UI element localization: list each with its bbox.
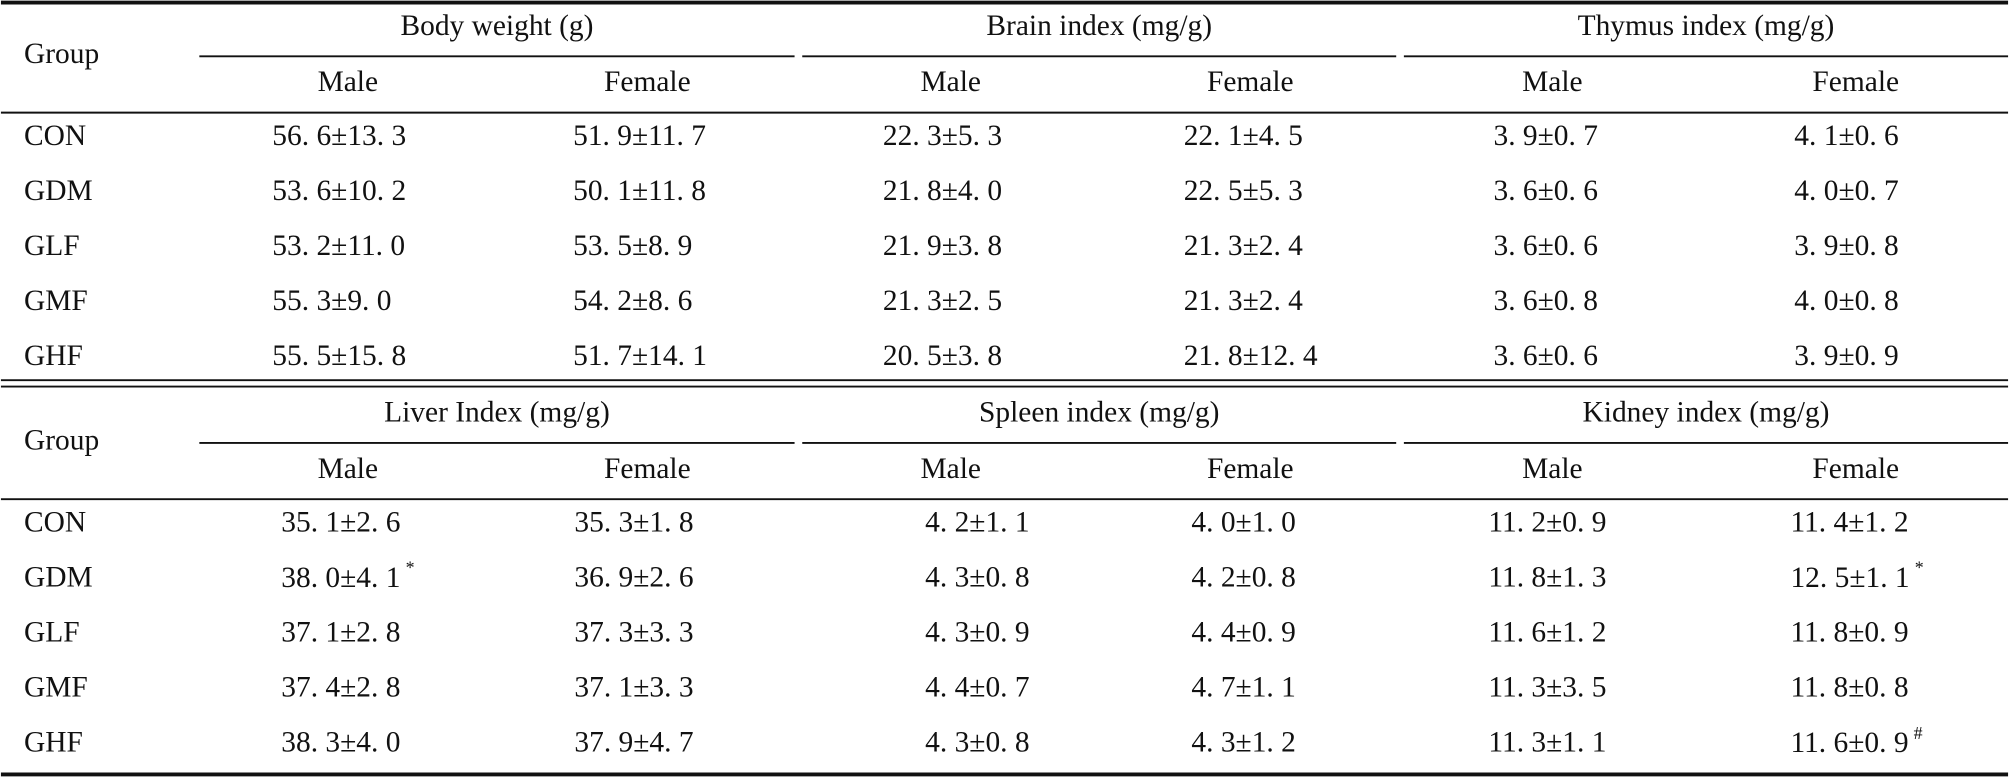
row-label: GMF: [24, 672, 88, 704]
subheader: Male: [318, 453, 379, 485]
cell: 53. 6±10. 2: [272, 175, 406, 207]
row-label: GDM: [24, 175, 93, 207]
cell-value: 12. 5±1. 1: [1790, 562, 1909, 594]
cell-value: 11. 6±0. 9: [1790, 727, 1908, 759]
cell: 11. 2±0. 9: [1488, 507, 1606, 539]
subheader: Male: [920, 66, 981, 98]
row-label: GLF: [24, 230, 80, 262]
cell: 11. 8±0. 8: [1790, 672, 1908, 704]
cell: 4. 4±0. 7: [925, 672, 1029, 704]
cell: 11. 8±1. 3: [1488, 562, 1606, 594]
cell: 22. 5±5. 3: [1184, 175, 1303, 207]
column-group-header: Thymus index (mg/g): [1578, 10, 1835, 42]
cell: 50. 1±11. 8: [573, 175, 706, 207]
cell: 3. 6±0. 6: [1493, 340, 1597, 372]
cell: 56. 6±13. 3: [272, 120, 406, 152]
cell: 37. 9±4. 7: [574, 727, 693, 759]
cell: 35. 1±2. 6: [281, 507, 400, 539]
cell: 4. 3±0. 8: [925, 562, 1029, 594]
cell: 20. 5±3. 8: [883, 340, 1002, 372]
cell: 4. 2±0. 8: [1191, 562, 1295, 594]
cell-superscript: *: [406, 558, 415, 578]
cell: 3. 9±0. 7: [1493, 120, 1597, 152]
row-label: GMF: [24, 285, 88, 317]
subheader: Female: [604, 453, 691, 485]
cell: 21. 3±2. 4: [1184, 285, 1303, 317]
row-label: GDM: [24, 562, 93, 594]
cell: 4. 0±0. 8: [1794, 285, 1898, 317]
cell: 11. 4±1. 2: [1790, 507, 1908, 539]
subheader: Male: [1522, 66, 1583, 98]
cell: 22. 3±5. 3: [883, 120, 1002, 152]
subheader: Male: [318, 66, 379, 98]
cell: 55. 3±9. 0: [272, 285, 391, 317]
cell: 21. 8±12. 4: [1184, 340, 1318, 372]
cell: 22. 1±4. 5: [1184, 120, 1303, 152]
cell: 53. 2±11. 0: [272, 230, 405, 262]
cell: 51. 9±11. 7: [573, 120, 706, 152]
cell: 3. 6±0. 6: [1493, 175, 1597, 207]
cell: 4. 1±0. 6: [1794, 120, 1898, 152]
cell: 4. 7±1. 1: [1191, 672, 1295, 704]
cell: 38. 0±4. 1 *: [281, 558, 414, 594]
cell: 12. 5±1. 1 *: [1790, 558, 1923, 594]
cell: 3. 9±0. 8: [1794, 230, 1898, 262]
cell: 3. 6±0. 6: [1493, 230, 1597, 262]
subheader: Male: [1522, 453, 1583, 485]
subheader: Female: [1207, 66, 1294, 98]
cell: 4. 0±1. 0: [1191, 507, 1295, 539]
cell: 11. 8±0. 9: [1790, 617, 1908, 649]
cell: 21. 3±2. 5: [883, 285, 1002, 317]
cell: 3. 6±0. 8: [1493, 285, 1597, 317]
cell: 4. 3±1. 2: [1191, 727, 1295, 759]
group-header: Group: [24, 425, 99, 457]
cell: 37. 4±2. 8: [281, 672, 400, 704]
cell: 21. 3±2. 4: [1184, 230, 1303, 262]
row-label: CON: [24, 507, 86, 539]
cell: 11. 3±1. 1: [1488, 727, 1606, 759]
row-label: GHF: [24, 727, 83, 759]
cell: 11. 3±3. 5: [1488, 672, 1606, 704]
column-group-header: Kidney index (mg/g): [1583, 396, 1830, 428]
cell: 37. 1±2. 8: [281, 617, 400, 649]
cell: 11. 6±0. 9 #: [1790, 723, 1922, 759]
column-group-header: Spleen index (mg/g): [979, 396, 1219, 428]
cell: 51. 7±14. 1: [573, 340, 707, 372]
cell-value: 38. 0±4. 1: [281, 562, 400, 594]
column-group-header: Brain index (mg/g): [986, 10, 1212, 42]
row-label: CON: [24, 120, 86, 152]
row-label: GLF: [24, 617, 80, 649]
cell: 4. 2±1. 1: [925, 507, 1029, 539]
cell: 21. 8±4. 0: [883, 175, 1002, 207]
group-header: Group: [24, 38, 99, 70]
cell: 54. 2±8. 6: [573, 285, 692, 317]
cell: 11. 6±1. 2: [1488, 617, 1606, 649]
cell: 4. 0±0. 7: [1794, 175, 1898, 207]
cell: 37. 3±3. 3: [574, 617, 693, 649]
cell: 35. 3±1. 8: [574, 507, 693, 539]
row-label: GHF: [24, 340, 83, 372]
cell-superscript: *: [1915, 558, 1924, 578]
cell: 37. 1±3. 3: [574, 672, 693, 704]
cell: 4. 3±0. 9: [925, 617, 1029, 649]
cell-superscript: #: [1914, 723, 1923, 743]
cell: 55. 5±15. 8: [272, 340, 406, 372]
cell: 21. 9±3. 8: [883, 230, 1002, 262]
column-group-header: Body weight (g): [400, 10, 593, 42]
cell: 4. 3±0. 8: [925, 727, 1029, 759]
subheader: Female: [1207, 453, 1294, 485]
cell: 3. 9±0. 9: [1794, 340, 1898, 372]
subheader: Female: [1812, 453, 1899, 485]
column-group-header: Liver Index (mg/g): [384, 396, 610, 428]
cell: 4. 4±0. 9: [1191, 617, 1295, 649]
cell: 36. 9±2. 6: [574, 562, 693, 594]
cell: 53. 5±8. 9: [573, 230, 692, 262]
subheader: Male: [920, 453, 981, 485]
subheader: Female: [1812, 66, 1899, 98]
subheader: Female: [604, 66, 691, 98]
cell: 38. 3±4. 0: [281, 727, 400, 759]
